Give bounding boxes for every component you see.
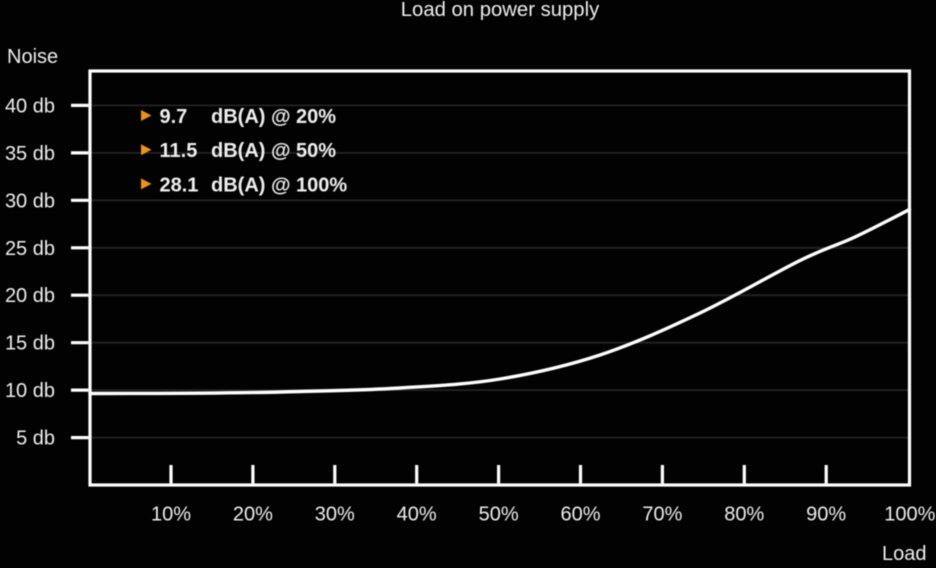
svg-text:15 db: 15 db: [5, 333, 55, 355]
svg-text:70%: 70%: [642, 504, 682, 526]
svg-text:Load on power supply: Load on power supply: [401, 0, 600, 21]
svg-text:90%: 90%: [806, 504, 846, 526]
svg-text:25 db: 25 db: [5, 238, 55, 260]
svg-text:10 db: 10 db: [5, 380, 55, 402]
svg-text:5 db: 5 db: [16, 428, 55, 450]
svg-text:10%: 10%: [151, 504, 191, 526]
svg-text:dB(A) @ 100%: dB(A) @ 100%: [211, 174, 347, 196]
svg-text:Noise: Noise: [7, 46, 58, 68]
svg-text:20 db: 20 db: [5, 285, 55, 307]
svg-text:30%: 30%: [315, 504, 355, 526]
svg-text:50%: 50%: [479, 504, 519, 526]
svg-text:dB(A) @ 50%: dB(A) @ 50%: [211, 140, 336, 162]
svg-text:60%: 60%: [560, 504, 600, 526]
svg-text:80%: 80%: [724, 504, 764, 526]
svg-text:30 db: 30 db: [5, 190, 55, 212]
svg-text:11.5: 11.5: [160, 140, 198, 162]
svg-text:9.7: 9.7: [160, 106, 188, 128]
svg-text:40 db: 40 db: [5, 95, 55, 117]
svg-text:dB(A) @ 20%: dB(A) @ 20%: [211, 106, 336, 128]
svg-text:28.1: 28.1: [160, 174, 199, 196]
svg-text:Load: Load: [882, 543, 927, 565]
svg-text:20%: 20%: [233, 504, 273, 526]
svg-text:40%: 40%: [397, 504, 437, 526]
svg-text:35 db: 35 db: [5, 143, 55, 165]
svg-text:100%: 100%: [884, 504, 935, 526]
